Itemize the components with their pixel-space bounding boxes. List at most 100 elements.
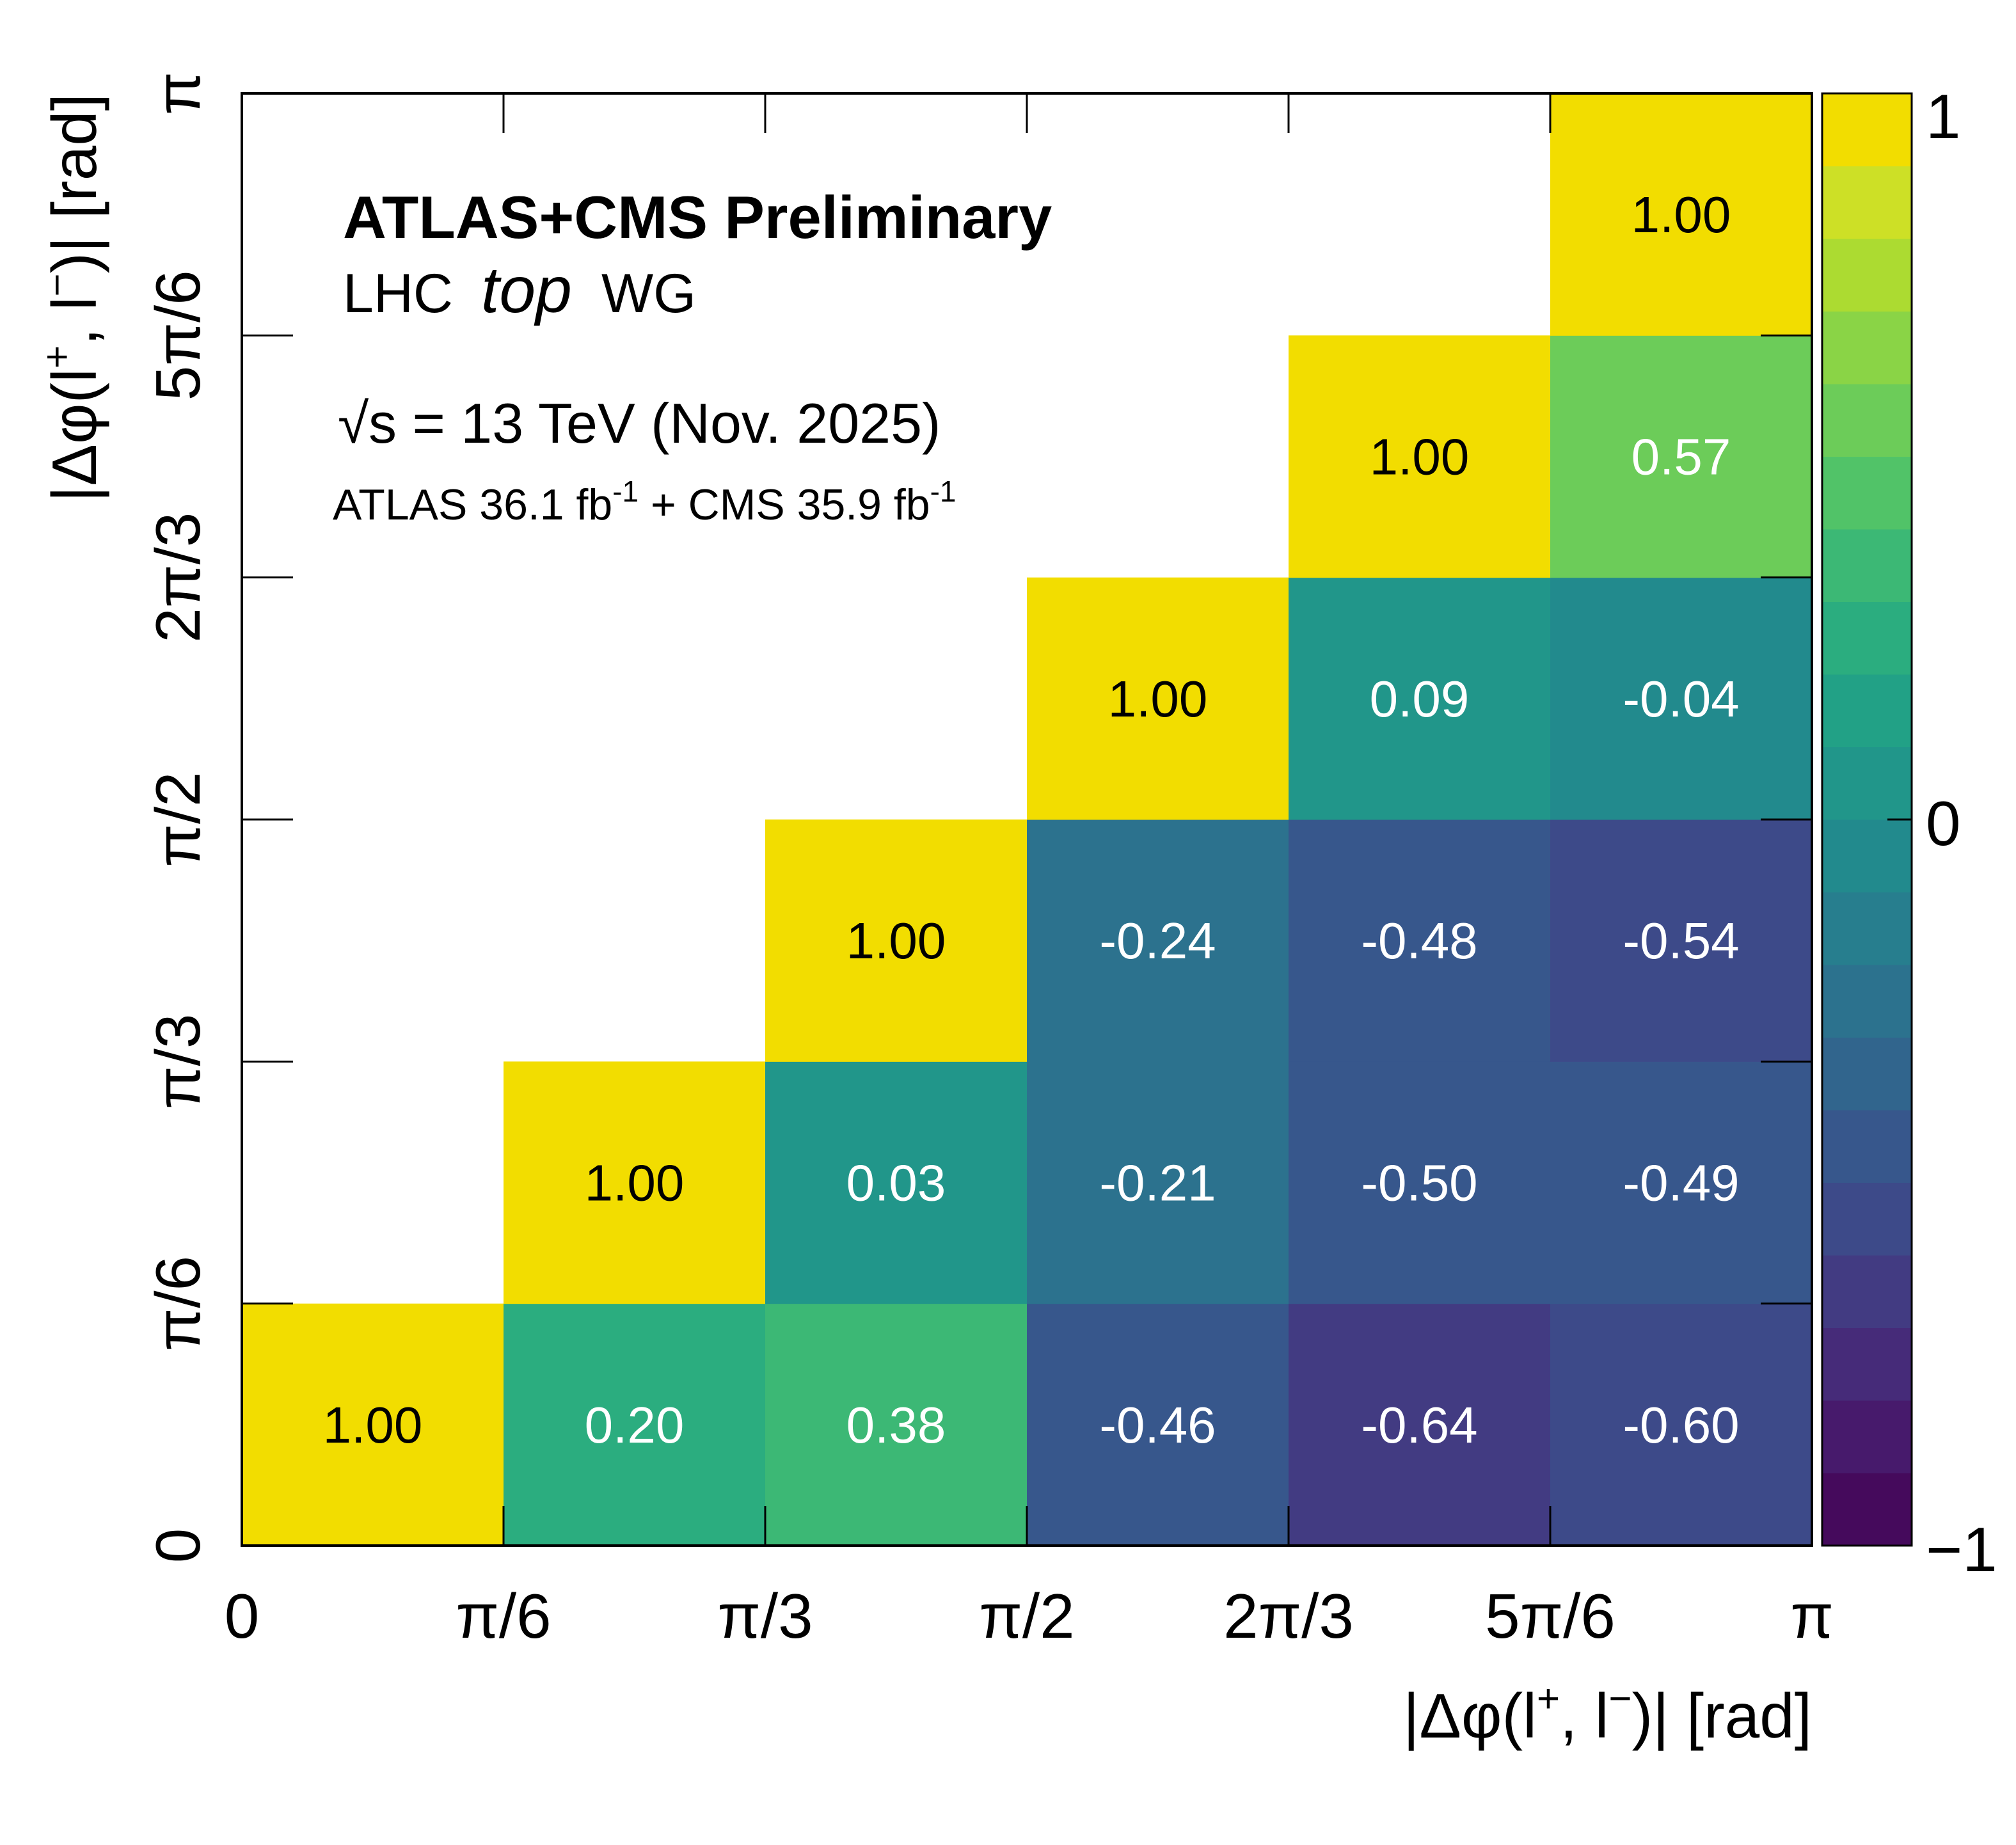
colorbar-level: [1822, 674, 1912, 747]
colorbar-level: [1822, 1182, 1912, 1256]
y-tick-label: π/6: [143, 1256, 213, 1351]
cell-value-label: 1.00: [1631, 186, 1731, 243]
x-title-part-1: |Δφ(l: [1403, 1681, 1537, 1751]
x-tick-label: π/6: [456, 1581, 551, 1651]
colorbar-level: [1822, 311, 1912, 384]
colorbar-frame: [1821, 92, 1913, 1547]
x-tick-label: 5π/6: [1485, 1581, 1615, 1651]
cell-value-label: 0.03: [846, 1155, 946, 1212]
y-title-part-2: , l: [39, 297, 109, 345]
heatmap-cell: [765, 1061, 1028, 1304]
cell-value-label: 0.38: [846, 1397, 946, 1453]
heatmap-cell: [1289, 820, 1551, 1062]
colorbar-level: [1822, 1037, 1912, 1111]
colorbar-level: [1822, 93, 1912, 166]
x-title-part-2: , l: [1560, 1681, 1608, 1751]
subtitle-wg: WG: [601, 263, 696, 324]
x-title-sup-minus: −: [1608, 1677, 1631, 1721]
colorbar-level: [1822, 1255, 1912, 1328]
cell-value-label: -0.21: [1099, 1155, 1216, 1212]
colorbar-level: [1822, 892, 1912, 965]
cell-value-label: -0.49: [1623, 1155, 1739, 1212]
y-tick-label: π: [143, 72, 213, 115]
lumi-atlas: ATLAS 36.1 fb: [333, 480, 612, 529]
y-title-part-1: |Δφ(l: [39, 368, 109, 502]
colorbar-level: [1822, 1110, 1912, 1183]
energy-label: s = 13 TeV (Nov. 2025): [369, 392, 941, 455]
heatmap-cell: [1550, 1061, 1813, 1304]
x-title-part-3: )| [rad]: [1632, 1681, 1812, 1751]
cell-value-label: -0.50: [1361, 1155, 1477, 1212]
cell-value-label: 0.20: [585, 1397, 685, 1453]
heatmap-cell: [1027, 1303, 1289, 1546]
heatmap-cell: [504, 1303, 766, 1546]
y-title-sup-minus: −: [35, 273, 79, 296]
heatmap-cell: [1550, 93, 1813, 336]
y-tick-label: 2π/3: [143, 512, 213, 643]
cell-value-label: -0.64: [1361, 1397, 1477, 1453]
colorbar-tick-label: 0: [1926, 788, 1961, 859]
lumi-atlas-exp: -1: [612, 475, 639, 508]
heatmap-cell: [1289, 1061, 1551, 1304]
colorbar-level: [1822, 1327, 1912, 1401]
heatmap-cell: [1027, 820, 1289, 1062]
heatmap-cell: [1550, 335, 1813, 578]
colorbar-level: [1822, 239, 1912, 312]
heatmap-cell: [1027, 1061, 1289, 1304]
colorbar-level: [1822, 601, 1912, 675]
chart-title: ATLAS+CMS Preliminary: [343, 184, 1052, 251]
cell-value-label: -0.60: [1623, 1397, 1739, 1453]
cell-value-label: -0.24: [1099, 912, 1216, 969]
colorbar-level: [1822, 1400, 1912, 1473]
subtitle-lhc: LHC: [343, 263, 453, 324]
axis-ticks: [242, 93, 1812, 1546]
colorbar-tick-labels: 1 0 −1: [1926, 81, 1997, 1585]
y-tick-label: π/2: [143, 772, 213, 867]
y-tick-label: π/3: [143, 1014, 213, 1109]
x-title-sup-plus: +: [1537, 1677, 1560, 1721]
heatmap-cell: [504, 1061, 766, 1304]
colorbar-level: [1822, 384, 1912, 457]
x-tick-label: π/3: [717, 1581, 813, 1651]
subtitle-top: top: [481, 253, 572, 326]
cell-value-label: -0.54: [1623, 912, 1739, 969]
heatmap-cell: [1550, 577, 1813, 820]
y-tick-label: 0: [143, 1528, 213, 1564]
cell-value-label: 0.57: [1631, 429, 1731, 486]
heatmap-cell: [765, 1303, 1028, 1546]
colorbar: [1822, 92, 1912, 1547]
heatmap-cell: [1289, 1303, 1551, 1546]
cell-value-label: 0.09: [1370, 670, 1470, 727]
heatmap-cell: [765, 820, 1028, 1062]
heatmap-cell: [1550, 820, 1813, 1062]
y-axis-title: |Δφ(l+, l−)| [rad]: [35, 93, 109, 502]
cell-value-label: 1.00: [1370, 429, 1470, 486]
colorbar-level: [1822, 456, 1912, 530]
colorbar-level: [1822, 529, 1912, 602]
cell-value-label: -0.48: [1361, 912, 1477, 969]
colorbar-level: [1822, 1473, 1912, 1546]
x-tick-label: 0: [225, 1581, 260, 1651]
heatmap-cell-labels: 1.00 0.20 0.38 -0.46 -0.64 -0.60 1.00 0.03 -0.21…: [323, 186, 1740, 1453]
x-tick-label: 2π/3: [1223, 1581, 1354, 1651]
y-title-part-3: )| [rad]: [39, 93, 109, 273]
cell-value-label: -0.04: [1623, 670, 1739, 727]
y-title-sup-plus: +: [35, 345, 79, 368]
colorbar-level: [1822, 820, 1912, 892]
sqrt-symbol: √: [338, 392, 369, 455]
heatmap-cell: [1550, 1303, 1813, 1546]
cell-value-label: -0.46: [1099, 1397, 1216, 1453]
heatmap-cells: [242, 93, 1813, 1546]
heatmap-cell: [242, 1303, 504, 1546]
colorbar-level: [1822, 965, 1912, 1038]
y-tick-label: 5π/6: [143, 270, 213, 400]
luminosity-label: ATLAS 36.1 fb-1 + CMS 35.9 fb-1: [333, 475, 956, 529]
heatmap-cell: [1027, 577, 1289, 820]
cell-value-label: 1.00: [585, 1155, 685, 1212]
colorbar-level: [1822, 166, 1912, 239]
lumi-cms: + CMS 35.9 fb: [639, 480, 930, 529]
heatmap-cell: [1289, 335, 1551, 578]
colorbar-level: [1822, 747, 1912, 820]
cell-value-label: 1.00: [1108, 670, 1208, 727]
